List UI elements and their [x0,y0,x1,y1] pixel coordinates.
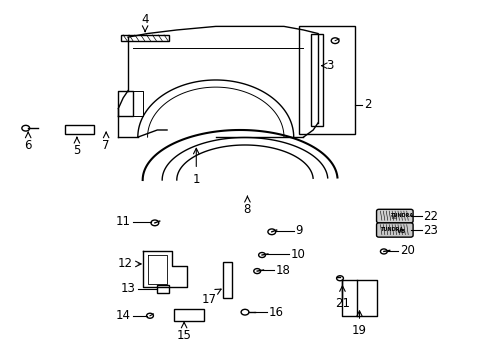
FancyBboxPatch shape [376,209,413,223]
Text: 19: 19 [352,324,367,337]
Bar [121,35,170,41]
Text: 12: 12 [118,257,133,270]
Text: 20: 20 [400,244,415,257]
Text: TUNDRA: TUNDRA [380,227,404,232]
Text: 2: 2 [365,99,372,112]
Text: 11: 11 [116,215,130,228]
Bar [223,262,232,298]
Text: 8: 8 [244,203,251,216]
Bar [157,285,170,293]
Text: 17: 17 [202,293,217,306]
Text: V8: V8 [391,215,398,220]
Text: 6: 6 [24,139,32,152]
Bar [65,125,94,134]
Text: 1: 1 [193,173,200,186]
Text: 18: 18 [276,264,291,277]
Text: V8: V8 [397,229,406,234]
Text: 23: 23 [423,224,438,237]
Text: 22: 22 [423,210,439,223]
Text: 14: 14 [116,309,130,322]
Text: 3: 3 [326,59,334,72]
Bar [311,33,323,126]
Text: 10: 10 [290,248,305,261]
Text: 9: 9 [295,224,303,237]
Text: TUNDRA: TUNDRA [391,212,414,217]
Text: 16: 16 [269,306,283,319]
Text: 5: 5 [73,144,80,157]
Text: 13: 13 [121,283,135,296]
Text: 4: 4 [142,13,149,26]
Text: 21: 21 [335,297,350,310]
Text: 15: 15 [177,329,192,342]
Bar [174,309,203,321]
Text: 7: 7 [102,139,110,152]
FancyBboxPatch shape [376,223,413,237]
Bar [298,26,355,134]
